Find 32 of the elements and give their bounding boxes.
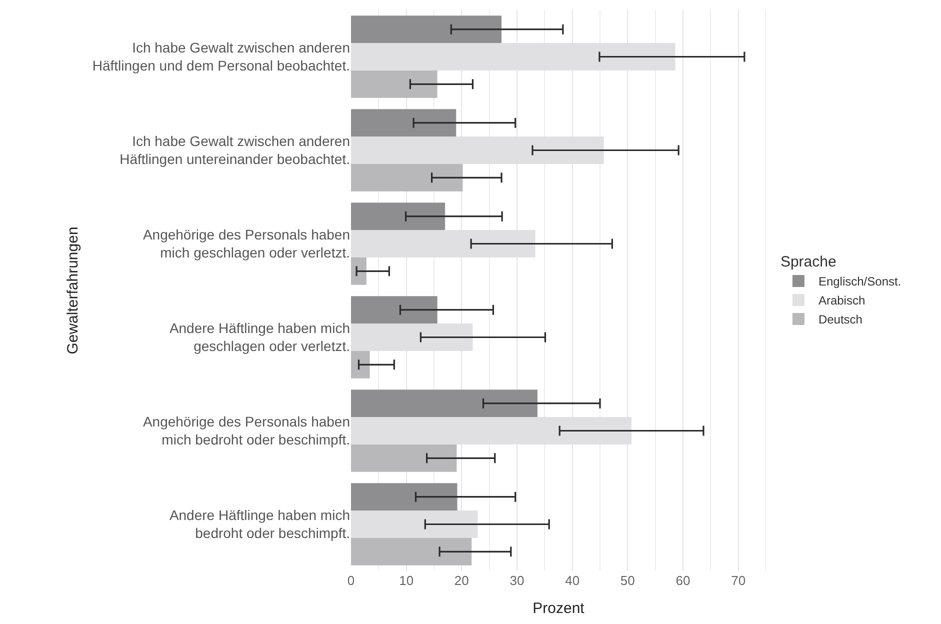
bar — [351, 483, 458, 511]
y-tick-label: Angehörige des Personals haben mich bedroht oder beschimpft. — [142, 414, 350, 448]
x-tick-label: 40 — [565, 573, 580, 588]
x-tick-label: 30 — [510, 573, 524, 588]
legend-label: Englisch/Sonst. — [818, 274, 902, 289]
bar — [351, 257, 366, 285]
bar — [351, 109, 456, 137]
y-tick-label: Ich habe Gewalt zwischen anderen Häftlingen und dem Personal beobachtet. — [92, 40, 350, 74]
x-tick-label: 10 — [399, 573, 414, 588]
x-tick-label: 50 — [620, 573, 635, 588]
legend-title: Sprache — [780, 254, 836, 270]
x-tick-label: 70 — [731, 573, 746, 588]
bar — [351, 70, 438, 98]
y-axis-title: Gewalterfahrungen — [64, 226, 82, 354]
y-tick-label: Andere Häftlinge haben mich bedroht oder beschimpft. — [169, 507, 350, 542]
bar — [351, 538, 472, 566]
y-tick-label: Ich habe Gewalt zwischen anderen Häftlingen untereinander beobachtet. — [120, 133, 350, 168]
y-tick-label: Angehörige des Personals haben mich geschlagen oder verletzt. — [142, 226, 350, 261]
x-axis-title: Prozent — [532, 600, 586, 617]
legend-label: Arabisch — [818, 294, 866, 308]
x-tick-label: 0 — [347, 573, 355, 588]
bar — [351, 444, 457, 472]
legend-label: Deutsch — [818, 312, 862, 327]
bar — [351, 164, 463, 192]
bar — [351, 390, 538, 418]
bar — [351, 16, 502, 44]
x-tick-label: 20 — [454, 573, 469, 588]
bar — [351, 350, 370, 378]
x-tick-label: 60 — [676, 573, 690, 588]
bar — [351, 296, 438, 324]
y-tick-label: Andere Häftlinge haben mich geschlagen oder verletzt. — [169, 320, 350, 354]
bar — [351, 202, 446, 230]
